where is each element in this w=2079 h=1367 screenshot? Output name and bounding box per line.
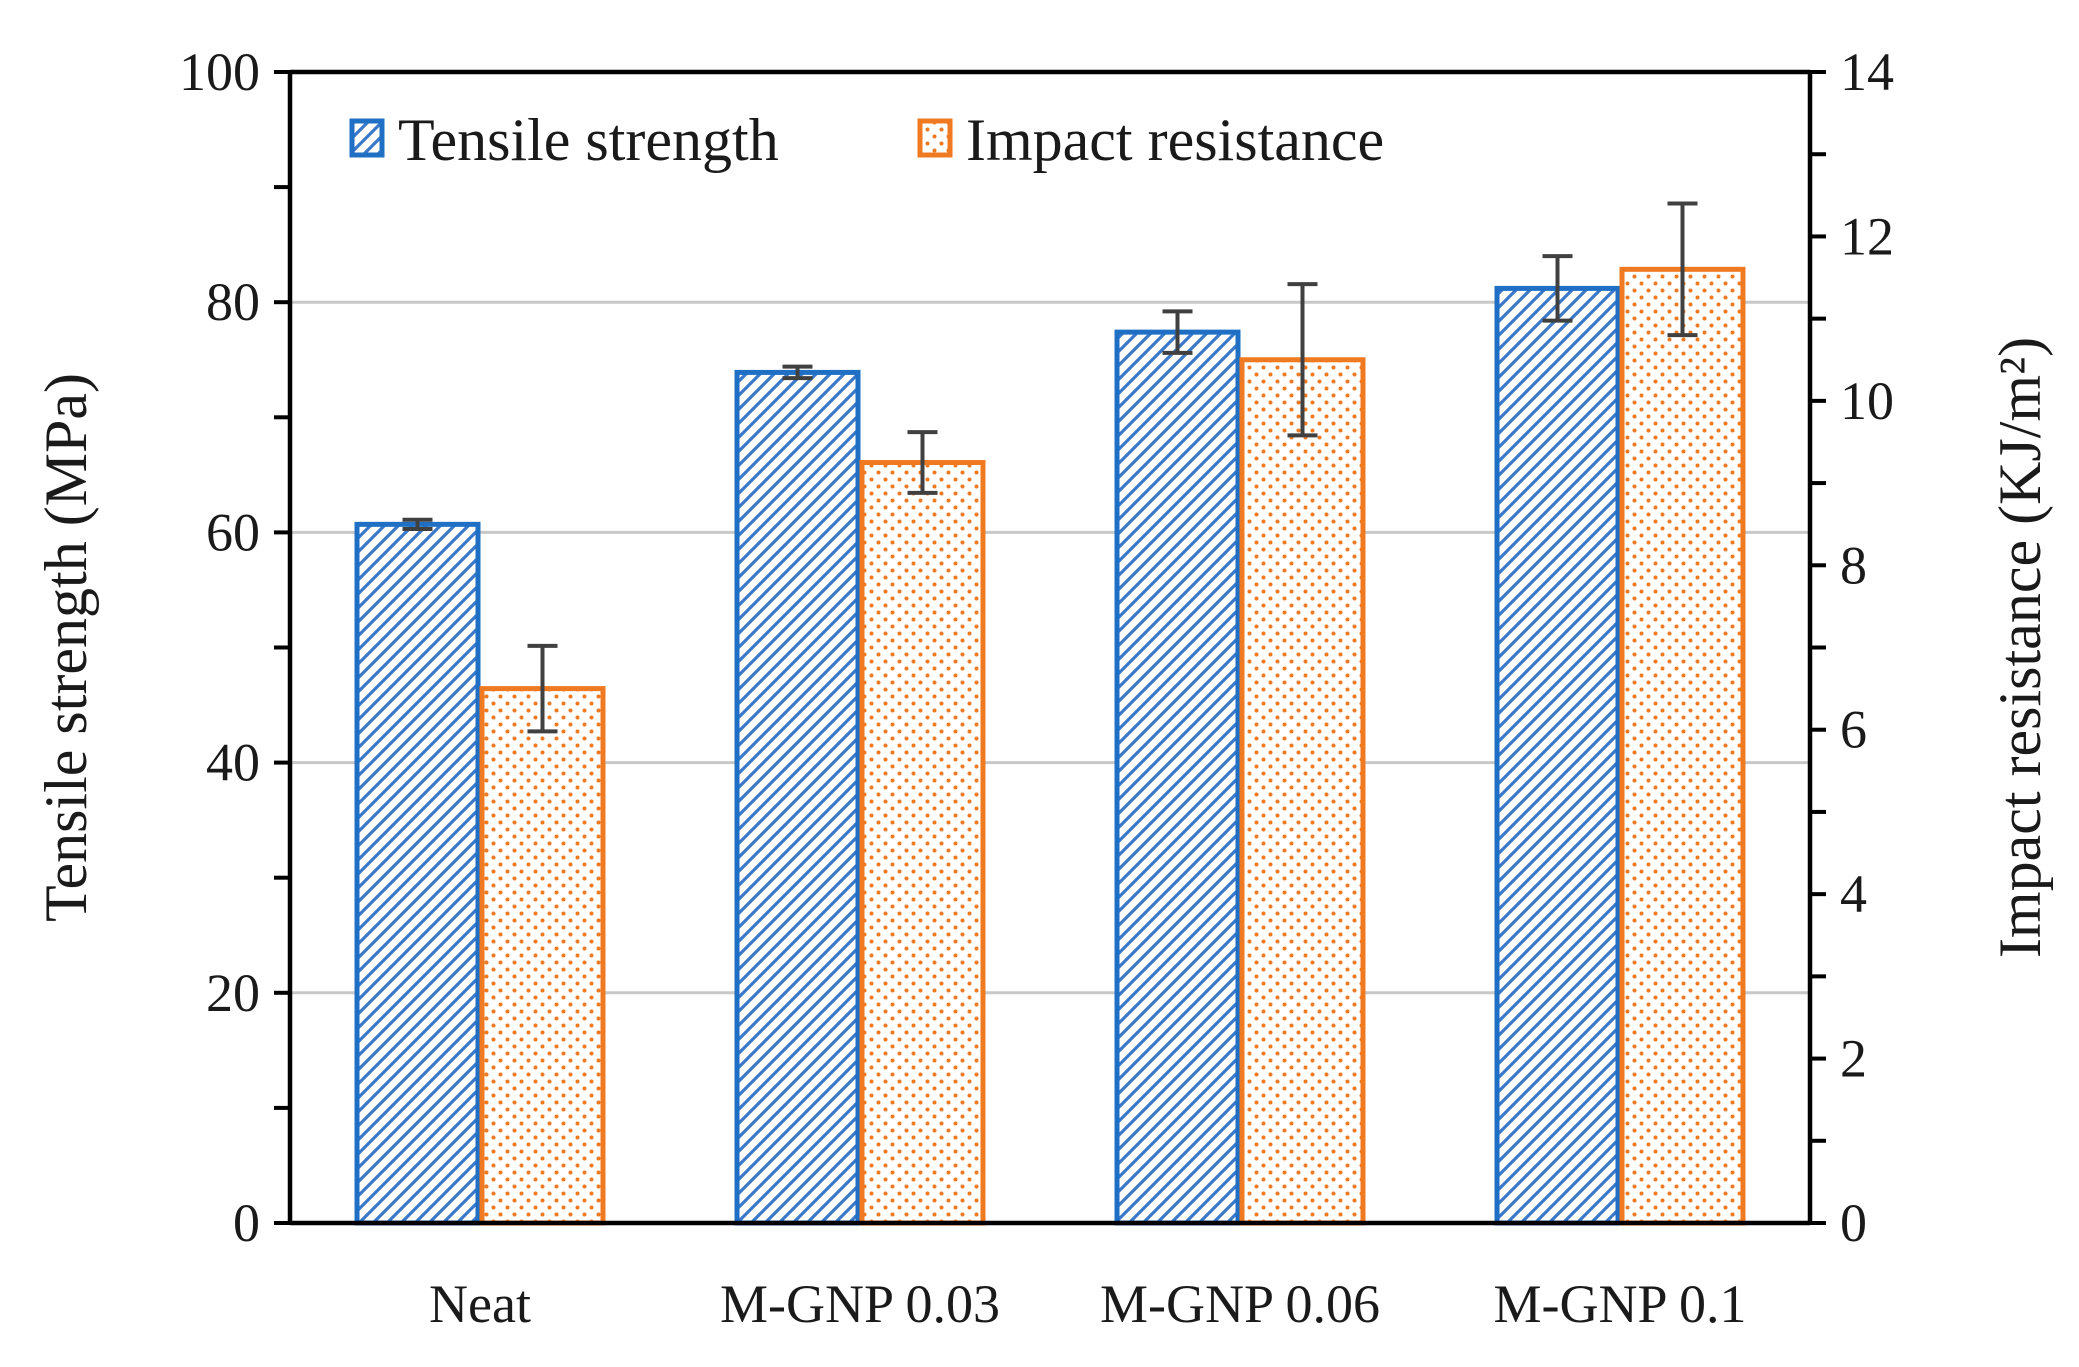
axes	[274, 69, 1826, 1226]
legend: Tensile strength Impact resistance	[349, 107, 1384, 173]
right-tick-label: 4	[1840, 864, 1867, 924]
impact-resistance-legend-label: Impact resistance	[966, 107, 1384, 173]
tensile-strength-bar	[1494, 285, 1621, 1226]
tensile-strength-legend-swatch	[349, 118, 385, 158]
left-axis-title: Tensile strength (MPa)	[33, 373, 99, 922]
right-tick-label: 8	[1840, 535, 1867, 595]
impact-resistance-bar	[859, 460, 986, 1226]
right-tick-label: 2	[1840, 1029, 1867, 1089]
left-tick-label: 20	[206, 963, 260, 1023]
left-tick-label: 0	[233, 1193, 260, 1253]
right-tick-label: 12	[1840, 206, 1894, 266]
tensile-strength-bar	[734, 369, 861, 1226]
left-tick-label: 100	[179, 42, 260, 102]
impact-resistance-bar	[479, 686, 606, 1226]
left-tick-label: 40	[206, 733, 260, 793]
left-tick-label: 80	[206, 272, 260, 332]
right-tick-label: 0	[1840, 1193, 1867, 1253]
impact-resistance-legend-swatch	[917, 118, 953, 158]
tensile-strength-bar	[354, 521, 481, 1226]
tensile-strength-legend-label: Tensile strength	[398, 107, 779, 173]
right-tick-label: 6	[1840, 700, 1867, 760]
right-tick-label: 14	[1840, 42, 1894, 102]
category-label: M-GNP 0.03	[720, 1274, 1000, 1334]
left-tick-label: 60	[206, 502, 260, 562]
error-bars	[402, 201, 1698, 734]
axis-labels: 0 20 40 60 80 100 0 2 4 6 8 10 12 14 Neat M-GNP 0.03 M-G…	[33, 42, 2053, 1334]
bars	[354, 266, 1746, 1226]
right-axis-title: Impact resistance (KJ/m²)	[1987, 337, 2053, 958]
category-label: Neat	[429, 1274, 531, 1334]
category-label: M-GNP 0.06	[1100, 1274, 1380, 1334]
impact-resistance-bar	[1619, 266, 1746, 1226]
tensile-strength-bar	[1114, 329, 1241, 1226]
category-label: M-GNP 0.1	[1493, 1274, 1746, 1334]
right-tick-label: 10	[1840, 371, 1894, 431]
impact-resistance-bar	[1239, 357, 1366, 1226]
